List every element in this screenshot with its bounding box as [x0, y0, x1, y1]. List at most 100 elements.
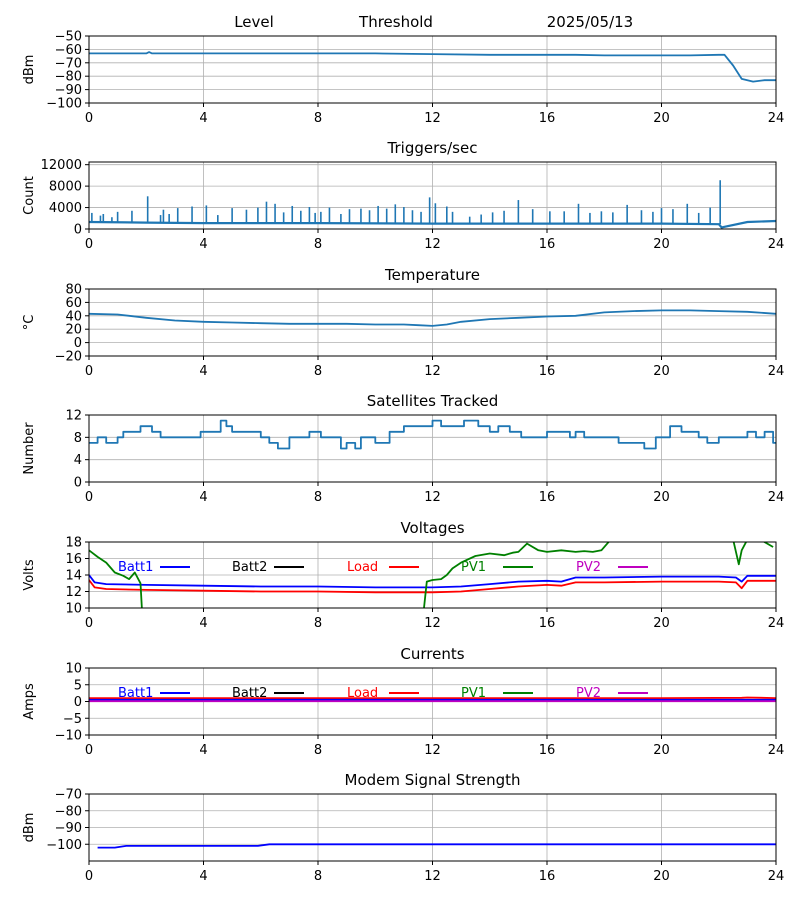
x-tick-label: 16 [539, 111, 556, 126]
header-level: Level [234, 13, 274, 31]
y-tick-label: 18 [65, 536, 82, 551]
x-tick-label: 4 [199, 490, 207, 505]
series-line [89, 696, 776, 699]
x-tick-label: 0 [85, 364, 93, 379]
y-tick-label: −90 [55, 83, 82, 98]
header-threshold: Threshold [358, 13, 433, 31]
x-tick-label: 16 [539, 237, 556, 252]
x-tick-label: 4 [199, 869, 207, 884]
plot-area [89, 51, 776, 83]
x-tick-label: 16 [539, 743, 556, 758]
x-tick-label: 4 [199, 616, 207, 631]
y-tick-label: 12 [65, 409, 82, 424]
x-tick-label: 4 [199, 364, 207, 379]
x-tick-label: 16 [539, 869, 556, 884]
x-tick-label: 20 [653, 616, 670, 631]
y-axis-label: Number [22, 422, 37, 475]
y-tick-label: 14 [65, 569, 82, 584]
y-tick-label: 20 [65, 323, 82, 338]
x-tick-label: 8 [314, 869, 322, 884]
y-tick-label: −90 [55, 821, 82, 836]
legend-label: PV1 [461, 560, 486, 575]
y-tick-label: 80 [65, 283, 82, 298]
x-tick-label: 0 [85, 869, 93, 884]
x-tick-label: 8 [314, 616, 322, 631]
x-tick-label: 8 [314, 237, 322, 252]
chart-title: Satellites Tracked [367, 392, 498, 410]
legend-label: Load [347, 560, 378, 575]
plot-area [89, 419, 776, 450]
y-tick-label: −60 [55, 43, 82, 58]
y-tick-label: −20 [55, 350, 82, 365]
plot-area [89, 696, 776, 703]
y-tick-label: 4 [74, 453, 82, 468]
panel-level: 0 4 8 12 16 20 24 −50−60−70−80−90−100 dBm [22, 30, 784, 127]
plot-area [89, 309, 776, 327]
y-axis-label: dBm [22, 813, 37, 843]
x-tick-label: 0 [85, 237, 93, 252]
y-tick-label: −5 [63, 712, 82, 727]
series-line [89, 579, 776, 594]
y-axis-label: Count [22, 176, 37, 215]
x-tick-label: 16 [539, 616, 556, 631]
y-tick-label: −80 [55, 804, 82, 819]
x-tick-label: 0 [85, 743, 93, 758]
y-tick-label: 40 [65, 309, 82, 324]
x-tick-label: 24 [768, 364, 785, 379]
x-tick-label: 8 [314, 111, 322, 126]
y-tick-label: 0 [74, 695, 82, 710]
series-line [89, 309, 776, 327]
y-axis-label: Amps [22, 683, 37, 720]
x-tick-label: 0 [85, 616, 93, 631]
y-tick-label: −50 [55, 30, 82, 45]
y-tick-label: −10 [55, 729, 82, 744]
x-tick-label: 12 [424, 364, 441, 379]
y-tick-label: −80 [55, 70, 82, 85]
x-tick-label: 20 [653, 364, 670, 379]
panel-satellites: 0 4 8 12 16 20 24 12 8 4 0 Number Satellites Tracked [22, 392, 784, 505]
y-tick-label: 5 [74, 678, 82, 693]
x-tick-label: 24 [768, 743, 785, 758]
x-tick-label: 24 [768, 237, 785, 252]
series-line [89, 574, 776, 589]
x-tick-label: 20 [653, 869, 670, 884]
x-tick-label: 4 [199, 111, 207, 126]
y-axis-label: °C [22, 315, 37, 331]
x-tick-label: 12 [424, 237, 441, 252]
plot-area [89, 180, 776, 229]
x-tick-label: 4 [199, 237, 207, 252]
y-tick-label: −100 [46, 838, 82, 853]
panel-modem: 0 4 8 12 16 20 24 −70−80 −90 −100 dBm Modem Signal … [22, 771, 784, 884]
x-tick-label: 12 [424, 743, 441, 758]
y-tick-label: 16 [65, 552, 82, 567]
series-line [89, 51, 776, 83]
x-tick-label: 24 [768, 616, 785, 631]
legend-label: PV2 [576, 686, 601, 701]
y-axis-label: Volts [22, 559, 37, 591]
y-tick-label: 60 [65, 296, 82, 311]
legend-label: Batt2 [232, 560, 267, 575]
x-tick-label: 20 [653, 237, 670, 252]
y-tick-label: −70 [55, 56, 82, 71]
x-tick-label: 16 [539, 490, 556, 505]
plot-area [97, 843, 776, 849]
header-date: 2025/05/13 [547, 13, 633, 31]
y-tick-label: −100 [46, 97, 82, 112]
x-tick-label: 8 [314, 364, 322, 379]
y-tick-label: 4000 [49, 201, 82, 216]
chart-title: Voltages [400, 519, 464, 537]
x-tick-label: 12 [424, 111, 441, 126]
series-line [97, 843, 776, 849]
panel-triggers: 0 4 8 12 16 20 24 0 4000 8000 12000 Count Triggers/s… [22, 139, 784, 252]
y-axis-label: dBm [22, 55, 37, 85]
y-tick-label: 0 [74, 476, 82, 491]
y-tick-label: 8 [74, 431, 82, 446]
x-tick-label: 0 [85, 490, 93, 505]
x-tick-label: 12 [424, 490, 441, 505]
x-tick-label: 20 [653, 111, 670, 126]
y-tick-label: 10 [65, 602, 82, 617]
